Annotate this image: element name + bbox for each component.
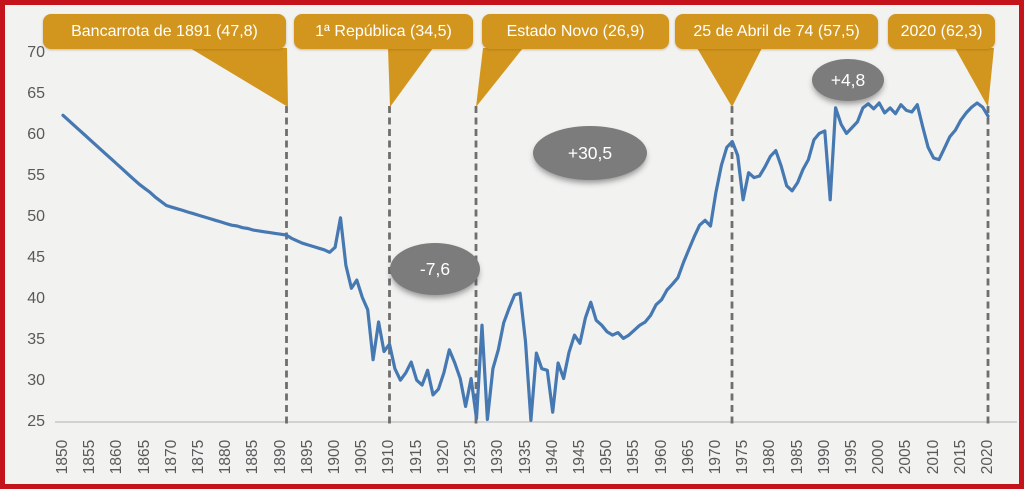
delta-badge: +4,8: [812, 59, 884, 101]
x-axis-label: 1960: [652, 439, 670, 475]
callout-pointer-1910: [388, 48, 433, 107]
y-axis-label: 60: [27, 126, 45, 143]
x-axis-label: 1870: [162, 439, 180, 475]
y-axis-label: 55: [27, 167, 45, 184]
x-axis-label: 1985: [788, 439, 806, 475]
y-axis-label: 65: [27, 85, 45, 102]
x-axis-label: 1930: [489, 439, 507, 475]
trend-line: [61, 101, 990, 422]
y-axis-label: 70: [27, 44, 45, 61]
callout-pointer-2020: [955, 48, 994, 107]
x-axis-label: 1875: [190, 439, 208, 475]
line-chart: [55, 48, 1017, 428]
x-axis-label: 1865: [135, 439, 153, 475]
x-axis-label: 1965: [679, 439, 697, 475]
x-axis-label: 1850: [54, 439, 71, 475]
x-axis-label: 2020: [979, 439, 996, 475]
x-axis-label: 2005: [897, 439, 915, 475]
x-axis-label: 1955: [625, 439, 643, 475]
delta-badge: +30,5: [533, 126, 647, 180]
event-callout-2020: 2020 (62,3): [888, 14, 995, 49]
x-axis-label: 1855: [81, 439, 99, 475]
y-axis-label: 30: [27, 372, 45, 389]
x-axis-label: 1940: [543, 439, 561, 475]
event-callout-1891: Bancarrota de 1891 (47,8): [43, 14, 286, 49]
x-axis-label: 1975: [734, 439, 752, 475]
x-axis-label: 1995: [842, 439, 860, 475]
event-callout-1974: 25 de Abril de 74 (57,5): [675, 14, 878, 49]
x-axis-label: 1920: [434, 439, 452, 475]
x-axis-label: 1905: [353, 439, 371, 475]
x-axis-label: 2015: [951, 439, 969, 475]
y-axis-label: 45: [27, 249, 45, 266]
x-axis-label: 1880: [217, 439, 235, 475]
x-axis-label: 1950: [598, 439, 616, 475]
y-axis-label: 25: [27, 413, 45, 430]
y-axis-label: 50: [27, 208, 45, 225]
callout-pointer-1974: [697, 48, 762, 107]
x-axis-label: 1925: [462, 439, 480, 475]
x-axis-label: 1980: [761, 439, 779, 475]
event-callout-1910: 1ª República (34,5): [294, 14, 473, 49]
callout-pointer-1926: [476, 48, 523, 107]
y-axis-label: 35: [27, 331, 45, 348]
x-axis-label: 1910: [380, 439, 398, 475]
y-axis-label: 40: [27, 290, 45, 307]
x-axis-label: 1890: [271, 439, 289, 475]
event-callout-1926: Estado Novo (26,9): [482, 14, 669, 49]
x-axis-label: 1915: [407, 439, 425, 475]
x-axis-label: 2010: [924, 439, 942, 475]
x-axis-label: 1935: [516, 439, 534, 475]
delta-badge: -7,6: [390, 243, 480, 295]
x-axis-label: 2000: [870, 439, 888, 475]
x-axis-label: 1895: [298, 439, 316, 475]
x-axis-label: 1970: [706, 439, 724, 475]
x-axis-label: 1945: [570, 439, 588, 475]
x-axis-label: 1990: [815, 439, 833, 475]
callout-pointer-1891: [190, 48, 288, 107]
x-axis-label: 1900: [326, 439, 344, 475]
x-axis-label: 1885: [244, 439, 262, 475]
x-axis-label: 1860: [108, 439, 126, 475]
